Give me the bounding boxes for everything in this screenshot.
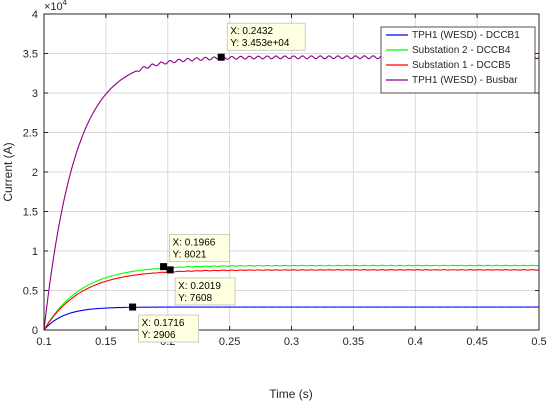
series-line <box>43 306 540 331</box>
axis-ticks: 0.10.150.20.250.30.350.40.450.500.511.52… <box>23 9 547 348</box>
y-tick-label: 3.5 <box>23 49 38 61</box>
x-tick-label: 0.5 <box>531 336 546 348</box>
y-tick-label: 4 <box>32 9 38 21</box>
legend-label: Substation 2 - DCCB4 <box>412 45 511 56</box>
x-tick-label: 0.25 <box>219 336 240 348</box>
datatip-box <box>138 314 200 343</box>
x-tick-label: 0.45 <box>466 336 487 348</box>
datatip-y-text: Y: 3.453e+04 <box>230 38 290 49</box>
datatip-x-text: X: 0.1966 <box>173 238 216 249</box>
y-axis-multiplier: ×104 <box>44 0 68 13</box>
legend: TPH1 (WESD) - DCCB1 Substation 2 - DCCB4 S… <box>380 26 536 94</box>
x-tick-label: 0.1 <box>36 336 51 348</box>
datatip-marker <box>129 303 137 311</box>
datatip-marker <box>217 53 225 61</box>
datatip-box <box>169 234 230 263</box>
legend-label: TPH1 (WESD) - Busbar <box>412 75 518 86</box>
x-tick-label: 0.3 <box>284 336 299 348</box>
datatip-x-text: X: 0.1716 <box>142 318 185 329</box>
legend-label: TPH1 (WESD) - DCCB1 <box>412 30 520 41</box>
y-tick-label: 2.5 <box>23 128 38 140</box>
datatip-x-text: X: 0.2432 <box>230 26 273 37</box>
x-axis-title: Time (s) <box>269 387 313 401</box>
y-axis-title: Current (A) <box>1 142 15 201</box>
y-tick-label: 1.5 <box>23 207 38 219</box>
y-tick-label: 3 <box>32 88 38 100</box>
legend-label: Substation 1 - DCCB5 <box>412 60 511 71</box>
datatip-x-text: X: 0.2019 <box>178 281 221 292</box>
datatip-y-text: Y: 8021 <box>173 250 207 261</box>
y-tick-label: 2 <box>32 167 38 179</box>
legend-box <box>380 26 536 94</box>
x-tick-label: 0.4 <box>408 336 423 348</box>
datatip-box <box>174 277 236 306</box>
datatip-marker <box>166 266 174 274</box>
series-line <box>43 269 540 331</box>
datatip-marker <box>160 263 168 271</box>
y-tick-label: 1 <box>32 246 38 258</box>
x-tick-label: 0.35 <box>343 336 364 348</box>
y-tick-label: 0 <box>32 325 38 337</box>
datatip-y-text: Y: 7608 <box>178 293 212 304</box>
datatip-box <box>226 22 306 51</box>
x-tick-label: 0.15 <box>95 336 116 348</box>
y-tick-label: 0.5 <box>23 286 38 298</box>
series-line <box>43 264 540 331</box>
datatip-y-text: Y: 2906 <box>142 330 176 341</box>
